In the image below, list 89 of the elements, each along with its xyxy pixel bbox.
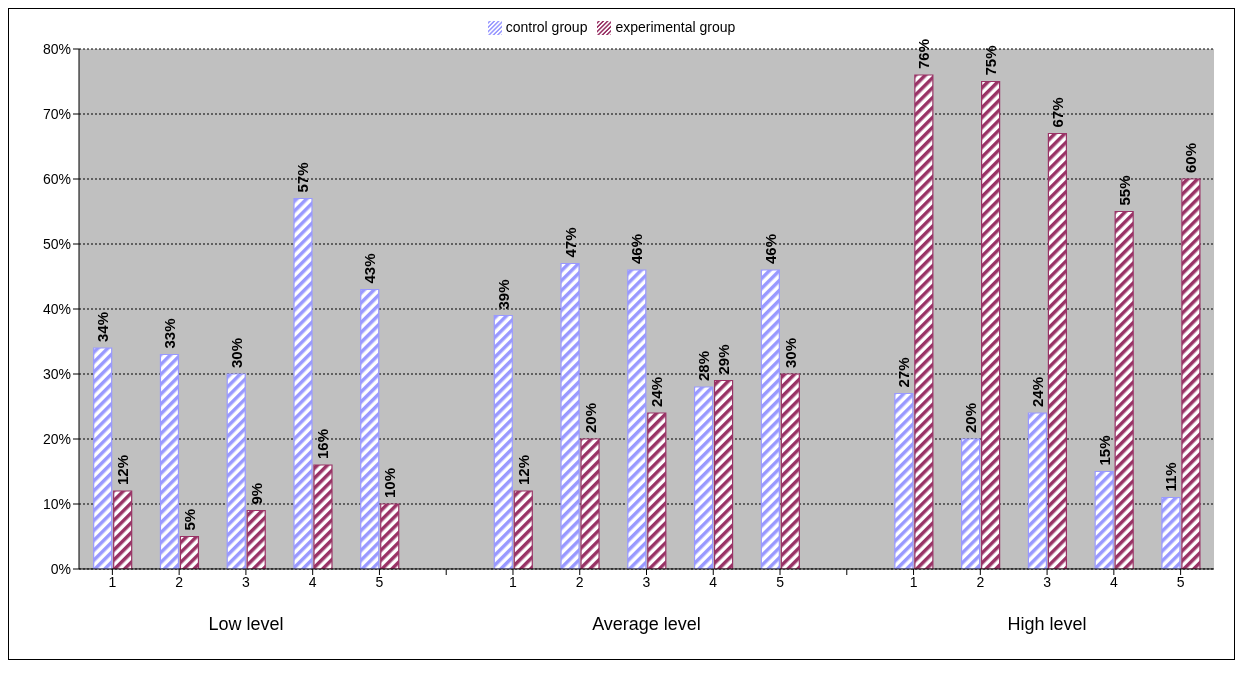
x-tick-label: 1 [909,573,918,590]
data-label: 24% [648,376,666,407]
x-tick-label: 5 [375,573,384,590]
data-label: 47% [561,227,579,258]
data-label: 46% [761,233,779,264]
bar [647,412,667,569]
data-label: 33% [160,318,178,349]
text: Low level [207,614,285,635]
data-label: 12% [114,454,132,485]
bar [780,373,800,569]
bar [159,353,180,569]
legend-label: control group [505,19,588,35]
bar [113,490,133,569]
bar [693,386,714,569]
data-label: 20% [962,402,980,433]
data-label: 30% [227,337,245,368]
x-tick-label: 2 [575,573,584,590]
data-label: 57% [294,162,312,193]
data-label: 15% [1095,435,1113,466]
data-label: 75% [982,45,1000,76]
x-tick-label: 2 [976,573,985,590]
bar [1181,178,1201,569]
bar [1047,132,1067,569]
data-label: 9% [247,482,265,505]
data-label: 16% [314,428,332,459]
bar [313,464,333,569]
text: High level [1006,614,1088,635]
x-tick-label: 3 [642,573,651,590]
bar [894,392,914,569]
bar [914,74,934,569]
y-tick-label: 40% [42,300,71,317]
bar [580,438,600,569]
bar [1114,210,1134,569]
text: Average level [591,614,702,635]
bar [560,262,580,569]
bar [961,438,981,569]
y-tick-label: 10% [42,495,71,512]
y-tick-label: 20% [42,430,71,447]
data-label: 60% [1182,142,1200,173]
y-tick-label: 70% [42,105,71,122]
bar [179,535,200,569]
bar [1094,470,1114,569]
data-label: 28% [695,350,713,381]
x-tick-label: 2 [175,573,184,590]
data-label: 43% [361,253,379,284]
bar [713,379,734,569]
data-label: 29% [715,344,733,375]
bar [981,80,1001,569]
x-tick-label: 1 [108,573,117,590]
y-tick-label: 30% [42,365,71,382]
x-tick-label: 5 [1176,573,1185,590]
bar [380,503,400,569]
x-tick-label: 4 [308,573,317,590]
x-tick-label: 5 [776,573,785,590]
bar [1161,496,1181,569]
data-label: 10% [381,467,399,498]
data-label: 67% [1048,97,1066,128]
data-label: 46% [628,233,646,264]
bar [293,197,313,569]
data-label: 5% [180,508,198,531]
data-label: 39% [494,279,512,310]
y-tick-label: 80% [42,40,71,57]
data-label: 30% [781,337,799,368]
data-label: 20% [581,402,599,433]
y-tick-label: 50% [42,235,71,252]
bar [93,347,113,569]
bar [627,269,647,569]
data-label: 12% [514,454,532,485]
data-label: 24% [1028,376,1046,407]
bar [360,288,380,569]
x-tick-label: 3 [242,573,251,590]
x-tick-label: 4 [1109,573,1118,590]
data-label: 27% [895,357,913,388]
bar [226,373,246,569]
x-tick-label: 1 [509,573,518,590]
data-label: 55% [1115,175,1133,206]
legend-label: experimental group [615,19,736,35]
bar [493,314,513,569]
bar [246,509,266,569]
y-tick-label: 0% [50,560,71,577]
data-label: 11% [1162,462,1180,492]
bar [513,490,533,569]
bar [1027,412,1047,569]
bar [760,269,780,569]
x-tick-label: 3 [1043,573,1052,590]
data-label: 34% [94,311,112,342]
y-tick-label: 60% [42,170,71,187]
data-label: 76% [915,38,933,69]
x-tick-label: 4 [709,573,718,590]
